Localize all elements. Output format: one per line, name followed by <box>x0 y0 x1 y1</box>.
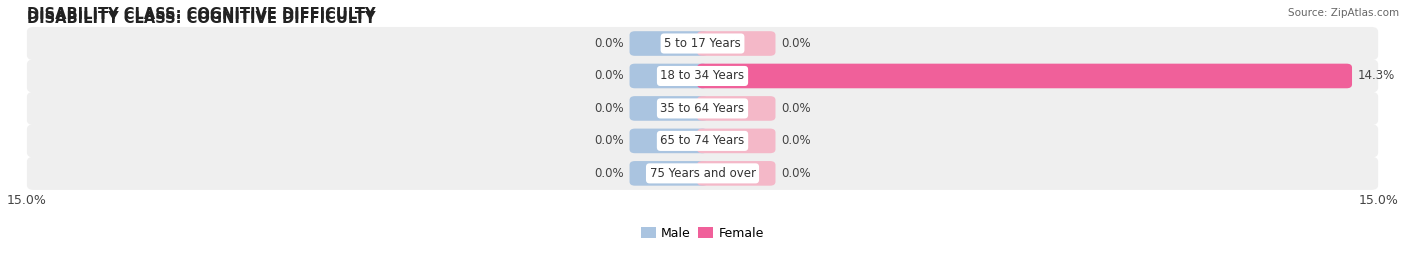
Text: 0.0%: 0.0% <box>595 69 624 83</box>
Text: 5 to 17 Years: 5 to 17 Years <box>664 37 741 50</box>
FancyBboxPatch shape <box>697 31 776 56</box>
Text: 14.3%: 14.3% <box>1358 69 1395 83</box>
Text: 0.0%: 0.0% <box>595 134 624 147</box>
FancyBboxPatch shape <box>27 124 1378 157</box>
Text: 18 to 34 Years: 18 to 34 Years <box>661 69 745 83</box>
Text: 0.0%: 0.0% <box>782 167 811 180</box>
Text: 0.0%: 0.0% <box>782 37 811 50</box>
FancyBboxPatch shape <box>27 157 1378 190</box>
Text: 0.0%: 0.0% <box>782 102 811 115</box>
FancyBboxPatch shape <box>697 161 776 186</box>
FancyBboxPatch shape <box>630 129 709 153</box>
Text: 0.0%: 0.0% <box>595 102 624 115</box>
Text: 35 to 64 Years: 35 to 64 Years <box>661 102 745 115</box>
FancyBboxPatch shape <box>27 92 1378 125</box>
Text: DISABILITY CLASS: COGNITIVE DIFFICULTY: DISABILITY CLASS: COGNITIVE DIFFICULTY <box>27 11 375 26</box>
Text: Source: ZipAtlas.com: Source: ZipAtlas.com <box>1288 8 1399 18</box>
Text: 0.0%: 0.0% <box>595 37 624 50</box>
Text: DISABILITY CLASS: COGNITIVE DIFFICULTY: DISABILITY CLASS: COGNITIVE DIFFICULTY <box>27 7 375 22</box>
Text: 0.0%: 0.0% <box>782 134 811 147</box>
FancyBboxPatch shape <box>630 161 709 186</box>
Legend: Male, Female: Male, Female <box>636 222 769 245</box>
FancyBboxPatch shape <box>630 96 709 121</box>
FancyBboxPatch shape <box>697 64 1353 88</box>
FancyBboxPatch shape <box>697 129 776 153</box>
FancyBboxPatch shape <box>697 96 776 121</box>
Text: 75 Years and over: 75 Years and over <box>650 167 755 180</box>
FancyBboxPatch shape <box>630 31 709 56</box>
FancyBboxPatch shape <box>630 64 709 88</box>
Text: 65 to 74 Years: 65 to 74 Years <box>661 134 745 147</box>
FancyBboxPatch shape <box>27 59 1378 93</box>
FancyBboxPatch shape <box>27 27 1378 60</box>
Text: 0.0%: 0.0% <box>595 167 624 180</box>
